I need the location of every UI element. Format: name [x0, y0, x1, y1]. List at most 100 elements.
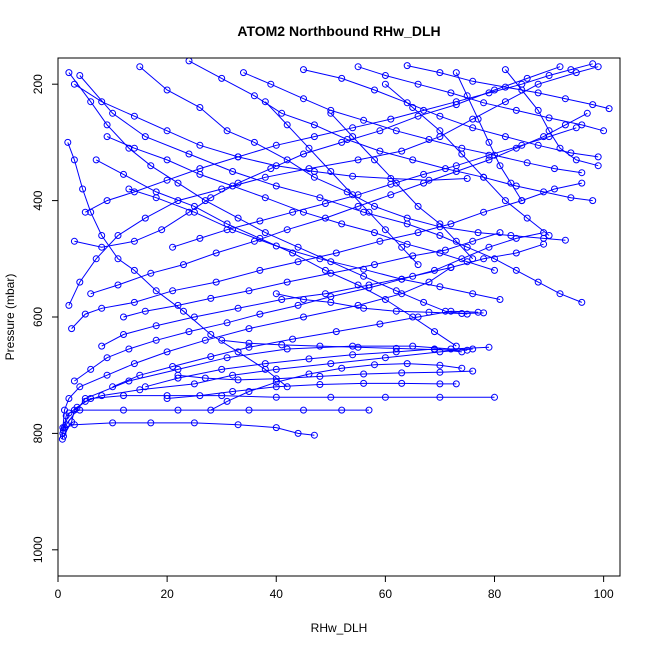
data-point [360, 208, 368, 216]
data-point [316, 342, 324, 350]
data-point [147, 419, 155, 427]
data-point [185, 150, 193, 158]
data-point [174, 374, 182, 382]
data-point [316, 381, 324, 388]
data-point [414, 202, 422, 210]
x-axis: 0 20 40 60 80 100 [55, 575, 614, 601]
data-point [463, 175, 471, 182]
data-point [469, 124, 477, 132]
data-point [452, 101, 460, 109]
series-line [61, 267, 452, 440]
data-point [545, 127, 553, 135]
data-point [458, 310, 466, 317]
data-point [81, 310, 89, 318]
series-line [74, 232, 544, 382]
data-point [441, 165, 449, 173]
series-line [357, 66, 604, 132]
series-line [330, 112, 474, 260]
data-point [256, 217, 264, 225]
data-point [120, 392, 127, 400]
data-point [392, 127, 400, 135]
data-point [103, 197, 111, 205]
data-point [403, 360, 411, 368]
data-point [545, 114, 553, 122]
data-point [64, 138, 72, 146]
series-18 [92, 156, 460, 350]
data-point [578, 298, 586, 306]
data-point [310, 121, 318, 129]
data-point [534, 106, 542, 114]
data-point [70, 80, 78, 88]
data-point [540, 188, 548, 196]
data-point [409, 313, 417, 321]
data-point [392, 344, 400, 352]
data-point [371, 261, 378, 269]
data-point [261, 229, 269, 237]
data-point [240, 69, 247, 77]
data-point [207, 331, 215, 338]
data-point [403, 240, 411, 248]
data-point [332, 249, 340, 257]
x-tick-label: 80 [488, 587, 502, 601]
data-point [272, 290, 280, 298]
series-17 [70, 63, 564, 251]
data-point [190, 208, 198, 216]
data-point [114, 281, 122, 289]
data-point [234, 421, 242, 429]
data-point [349, 351, 357, 359]
data-point [250, 138, 258, 146]
data-point [163, 176, 171, 184]
series-1 [58, 264, 455, 443]
data-point [545, 72, 553, 79]
data-point [501, 83, 509, 91]
series-4 [60, 406, 373, 434]
data-point [376, 320, 384, 328]
x-tick-label: 60 [379, 587, 393, 601]
y-tick-label: 600 [31, 307, 45, 327]
data-point [452, 69, 460, 77]
data-point [512, 266, 520, 274]
data-point [283, 345, 291, 353]
data-point [218, 365, 226, 373]
data-point [234, 376, 242, 384]
data-point [360, 379, 368, 387]
data-point [321, 200, 329, 207]
data-point [507, 232, 515, 239]
data-point [120, 313, 127, 321]
data-point [398, 243, 406, 251]
data-point [272, 365, 280, 373]
data-point [300, 66, 307, 74]
data-point [360, 304, 368, 312]
data-point [267, 165, 275, 173]
data-point [501, 98, 509, 106]
data-point [174, 371, 182, 379]
data-point [316, 194, 324, 202]
data-point [463, 310, 471, 318]
x-tick-label: 40 [270, 587, 284, 601]
data-point [174, 301, 182, 309]
data-point [327, 393, 335, 401]
data-point [403, 214, 411, 222]
data-point [245, 325, 253, 333]
data-point [300, 150, 307, 158]
data-point [414, 80, 422, 88]
data-point [136, 371, 144, 379]
data-point [463, 92, 471, 100]
data-point [447, 89, 455, 97]
data-point [300, 313, 307, 321]
data-point [70, 421, 78, 429]
data-point [169, 287, 177, 295]
data-point [343, 136, 351, 143]
data-point [278, 296, 286, 303]
data-point [130, 112, 138, 120]
series-5 [61, 419, 318, 439]
data-point [245, 287, 253, 295]
data-point [387, 175, 395, 182]
data-point [310, 431, 318, 439]
data-point [245, 343, 253, 351]
data-point [250, 92, 258, 100]
series-line [167, 382, 457, 399]
data-point [245, 388, 253, 395]
data-point [381, 72, 389, 79]
data-point [141, 383, 149, 391]
